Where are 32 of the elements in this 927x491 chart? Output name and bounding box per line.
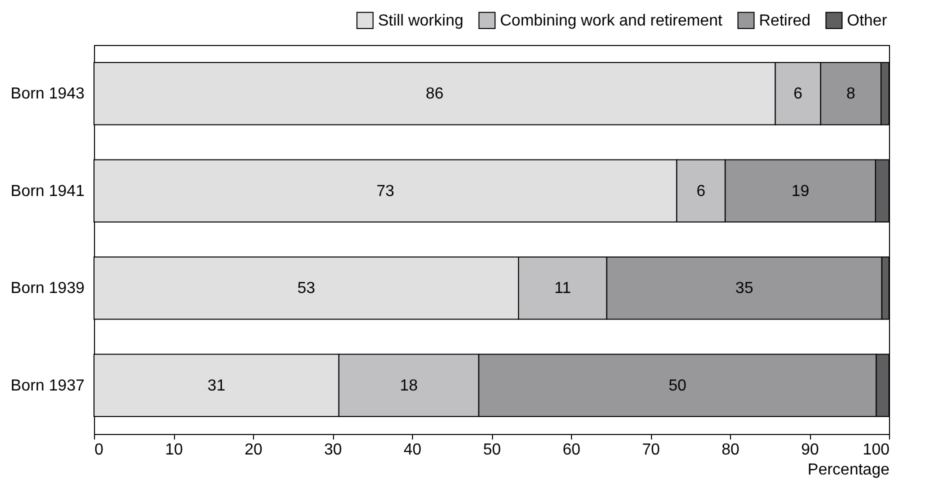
data-label: 50 [668,377,687,394]
data-label: 8 [846,86,856,103]
legend-label: Still working [378,12,464,30]
x-tick-label: 60 [562,442,580,458]
data-label: 6 [696,182,706,200]
legend-label: Retired [759,12,811,30]
legend-label: Combining work and retirement [500,12,723,30]
x-tick-label: 40 [404,442,422,458]
x-tick-label: 100 [862,442,890,458]
data-label: 35 [735,280,754,298]
x-tick-label: 0 [94,442,104,458]
x-tick-label: 50 [483,442,501,458]
x-tick-label: 90 [801,442,819,458]
y-tick-label: Born 1943 [10,86,85,103]
data-label: 86 [426,86,444,103]
data-label: 19 [791,182,810,200]
x-tick-label: 80 [722,442,740,458]
data-label: 6 [794,86,803,103]
x-tick-label: 30 [324,442,342,458]
x-tick-label: 20 [244,442,262,458]
x-tick-label: 10 [165,442,183,458]
y-tick-label: Born 1941 [10,182,85,200]
data-label: 31 [208,377,226,394]
x-axis-title: Percentage [808,462,890,478]
data-label: 18 [400,377,418,394]
data-label: 73 [376,182,394,200]
x-tick-label: 70 [642,442,660,458]
y-tick-label: Born 1937 [10,377,85,394]
legend-label: Other [847,12,888,30]
data-label: 11 [554,280,572,298]
y-tick-label: Born 1939 [10,280,85,298]
data-label: 53 [297,280,316,298]
